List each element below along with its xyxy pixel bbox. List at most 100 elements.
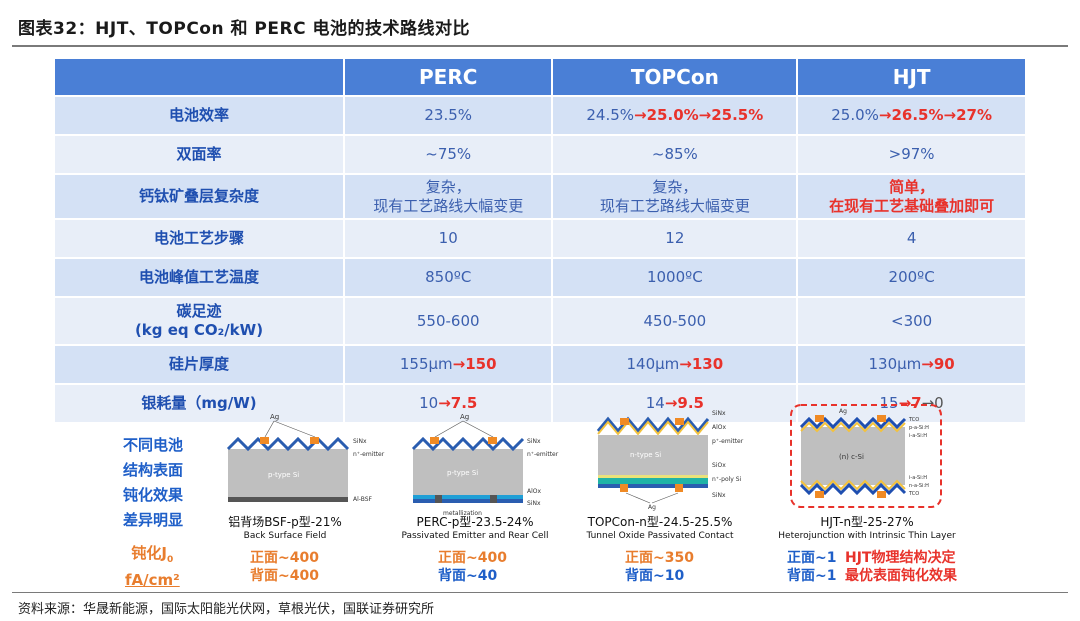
front-value: 正面~350 xyxy=(625,550,694,566)
cell-hjt: 200ºC xyxy=(796,259,1025,296)
perc-caption-sub: Passivated Emitter and Rear Cell xyxy=(401,531,549,541)
topcon-caption: TOPCon-n型-24.5-25.5% Tunnel Oxide Passiv… xyxy=(560,513,760,542)
cell-perc: 复杂， 现有工艺路线大幅变更 xyxy=(343,175,552,218)
cell-line: 现有工艺路线大幅变更 xyxy=(599,196,750,215)
row-label-efficiency: 电池效率 xyxy=(55,97,343,134)
leader-line xyxy=(462,420,494,438)
row-label-perovskite: 钙钛矿叠层复杂度 xyxy=(55,175,343,218)
row-label-wafer-thickness: 硅片厚度 xyxy=(55,346,343,383)
leader-line xyxy=(434,420,464,438)
comparison-table: PERC TOPCon HJT 电池效率 23.5% 24.5%→25.0%→2… xyxy=(55,57,1025,424)
tco-front-texture xyxy=(799,416,907,430)
label-emitter: p⁺-emitter xyxy=(712,438,744,445)
siox-layer xyxy=(598,475,708,478)
cell-value: 140μm xyxy=(626,355,680,373)
sinx-texture xyxy=(596,416,710,434)
cell-target: →130 xyxy=(679,355,724,373)
ag-contact xyxy=(260,437,269,444)
cell-target: →9.5 xyxy=(664,394,704,412)
sinx-rear-layer xyxy=(413,499,523,503)
ag-contact xyxy=(488,437,497,444)
label-n-type: n-type Si xyxy=(630,451,661,459)
cell-line: 简单， xyxy=(889,177,935,196)
label-tco-rear: TCO xyxy=(908,491,919,497)
cell-hjt: 130μm→90 xyxy=(796,346,1025,383)
perc-passivation: 正面~400 背面~40 xyxy=(438,549,507,585)
cell-value: 130μm xyxy=(868,355,922,373)
passivation-label-unit: fA/cm² xyxy=(125,571,180,589)
sinx-texture xyxy=(226,436,350,452)
back-value: 背面~1 xyxy=(787,568,837,584)
row-label-process-steps: 电池工艺步骤 xyxy=(55,220,343,257)
table-row: 钙钛矿叠层复杂度 复杂， 现有工艺路线大幅变更 复杂， 现有工艺路线大幅变更 简单，… xyxy=(55,175,1025,218)
cell-topcon: 12 xyxy=(551,220,797,257)
header-topcon: TOPCon xyxy=(551,59,797,95)
cell-line: 复杂， xyxy=(652,177,698,196)
bsf-passivation: 正面~400 背面~400 xyxy=(250,549,319,585)
a-si-rear-texture xyxy=(800,479,906,491)
label-p-a-si: p-a-Si:H xyxy=(909,425,929,431)
bsf-caption: 铝背场BSF-p型-21% Back Surface Field xyxy=(185,513,385,542)
row-label-line: (kg eq CO₂/kW) xyxy=(134,321,264,339)
label-metallization: metallization xyxy=(443,510,482,517)
a-si-front-texture xyxy=(800,421,906,433)
cell-target: →7.5 xyxy=(438,394,478,412)
cell-value: 155μm xyxy=(399,355,453,373)
cell-perc: 155μm→150 xyxy=(343,346,552,383)
bsf-structure-diagram: Ag p-type Si SiNx n⁺-emitter Al-BSF xyxy=(226,413,385,503)
tco-rear-texture xyxy=(799,482,907,496)
label-n-a-si: n-a-Si:H xyxy=(909,483,929,489)
cell-value: 14 xyxy=(645,394,665,412)
rear-ag-contact xyxy=(620,484,628,492)
front-value: 正面~400 xyxy=(438,550,507,566)
table-row: 电池效率 23.5% 24.5%→25.0%→25.5% 25.0%→26.5%… xyxy=(55,97,1025,134)
leader-line xyxy=(273,420,316,438)
label-emitter: n⁺-emitter xyxy=(527,451,559,458)
label-ag: Ag xyxy=(839,408,847,415)
header-hjt: HJT xyxy=(796,59,1025,95)
cell-hjt: 25.0%→26.5%→27% xyxy=(796,97,1025,134)
alox-texture xyxy=(597,420,709,436)
cell-target: →150 xyxy=(452,355,497,373)
front-value: 正面~400 xyxy=(250,550,319,566)
figure-title: 图表32：HJT、TOPCon 和 PERC 电池的技术路线对比 xyxy=(18,19,470,39)
footer-divider xyxy=(12,592,1068,593)
cell-value: 15 xyxy=(879,394,899,412)
label-sinx: SiNx xyxy=(353,438,367,445)
cell-hjt: <300 xyxy=(796,298,1025,344)
back-value: 背面~400 xyxy=(250,568,319,584)
cell-perc: ~75% xyxy=(343,136,552,173)
cell-line: 在现有工艺基础叠加即可 xyxy=(829,196,995,215)
ag-contact xyxy=(430,437,439,444)
passivation-label-line: 钝化J0 xyxy=(131,544,174,565)
table-row: 电池工艺步骤 10 12 4 xyxy=(55,220,1025,257)
hjt-highlight-frame xyxy=(790,404,942,508)
label-alox: AlOx xyxy=(527,488,541,495)
source-note: 资料来源：华晟新能源，国际太阳能光伏网，草根光伏，国联证券研究所 xyxy=(18,602,435,617)
label-siox: SiOx xyxy=(712,462,726,469)
cell-value: 25.0% xyxy=(831,106,879,124)
cell-target: →90 xyxy=(921,355,955,373)
cell-line: 复杂， xyxy=(425,177,471,196)
cell-perc: 23.5% xyxy=(343,97,552,134)
row-label-peak-temp: 电池峰值工艺温度 xyxy=(55,259,343,296)
cell-hjt: 4 xyxy=(796,220,1025,257)
cell-perc: 850ºC xyxy=(343,259,552,296)
cell-hjt: 简单， 在现有工艺基础叠加即可 xyxy=(796,175,1025,218)
sinx-texture xyxy=(411,436,525,452)
side-note-line: 钝化效果 xyxy=(123,486,184,504)
label-sinx-rear: SiNx xyxy=(527,500,541,507)
row-label-silver-usage: 银耗量（mg/W) xyxy=(55,385,343,422)
table-header-row: PERC TOPCon HJT xyxy=(55,59,1025,95)
label-tco: TCO xyxy=(908,417,919,423)
hjt-caption: HJT-n型-25-27% Heterojunction with Intrin… xyxy=(767,513,967,542)
side-note: 不同电池 结构表面 钝化效果 差异明显 xyxy=(123,433,183,533)
hjt-passivation: 正面~1 背面~1 xyxy=(787,549,836,585)
table-row: 碳足迹 (kg eq CO₂/kW) 550-600 450-500 <300 xyxy=(55,298,1025,344)
cell-topcon: 140μm→130 xyxy=(551,346,797,383)
ag-contact xyxy=(675,418,684,425)
back-value: 背面~10 xyxy=(625,568,685,584)
table-row: 双面率 ~75% ~85% >97% xyxy=(55,136,1025,173)
label-emitter: n⁺-emitter xyxy=(353,451,385,458)
cell-perc: 550-600 xyxy=(343,298,552,344)
